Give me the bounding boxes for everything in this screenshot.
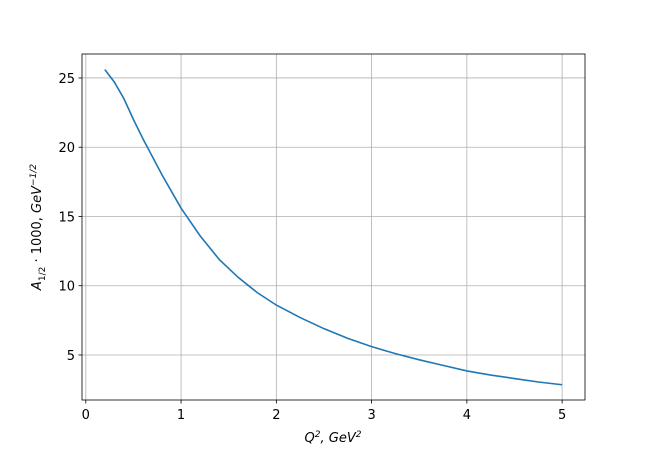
y-label-part: A <box>30 281 45 291</box>
y-tick-label: 20 <box>58 141 75 156</box>
y-label-part: GeV <box>30 185 45 213</box>
x-label-part: 2 <box>356 430 362 440</box>
x-tick-label: 4 <box>463 408 471 423</box>
x-label-part: Q <box>305 431 315 446</box>
x-tick-label: 1 <box>177 408 185 423</box>
x-axis-label: Q2, GeV2 <box>305 430 362 446</box>
x-label-part: , <box>321 431 329 446</box>
x-tick-label: 0 <box>82 408 90 423</box>
y-axis-label: A1/2 · 1000, GeV−1/2 <box>29 164 48 291</box>
x-tick-label: 2 <box>272 408 280 423</box>
y-label-part: 1/2 <box>38 267 48 281</box>
x-tick-label: 3 <box>367 408 375 423</box>
plot-frame <box>81 53 586 401</box>
y-label-part: · 1000, <box>30 213 45 267</box>
y-tick-label: 5 <box>67 349 75 364</box>
y-tick-label: 25 <box>58 72 75 87</box>
y-tick-label: 10 <box>58 280 75 295</box>
y-label-part: −1/2 <box>29 164 39 186</box>
y-tick-label: 15 <box>58 210 75 225</box>
data-line <box>104 69 563 386</box>
x-label-part: GeV <box>329 431 357 446</box>
x-tick-label: 5 <box>558 408 566 423</box>
x-label-part: 2 <box>315 430 321 440</box>
